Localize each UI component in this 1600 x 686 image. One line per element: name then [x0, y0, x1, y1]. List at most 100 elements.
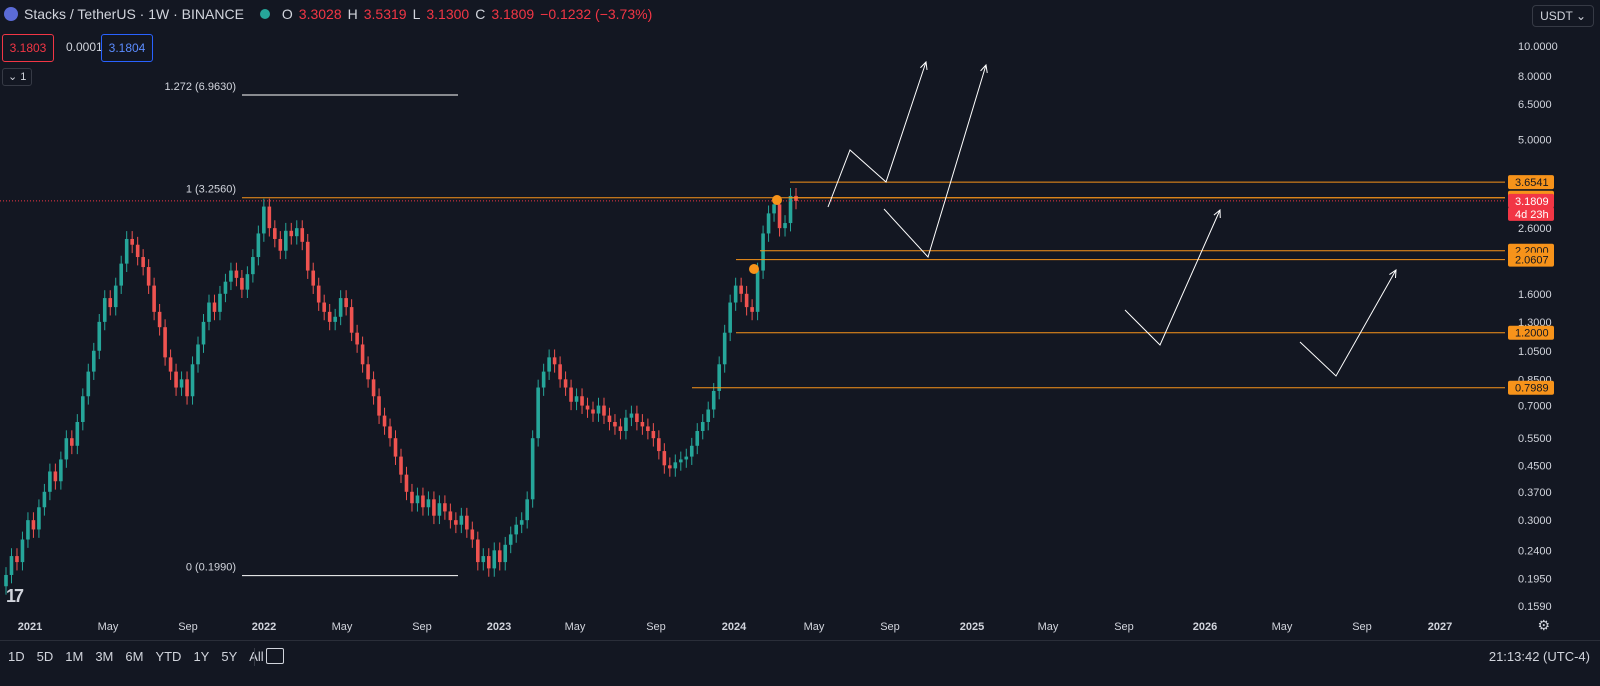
candle-body [393, 438, 398, 457]
x-tick-label: May [565, 621, 586, 633]
indicators-collapse-button[interactable]: ⌄ 1 [2, 68, 33, 86]
y-tick-label: 2.6000 [1518, 223, 1552, 235]
candle-body [470, 529, 475, 540]
x-tick-label: May [1272, 621, 1293, 633]
high-label: H [347, 6, 358, 22]
candle-body [739, 285, 743, 294]
candle-body [388, 426, 392, 439]
arrow-head [980, 63, 988, 73]
candle-body [59, 459, 63, 482]
buy-button[interactable]: 3.1804 [101, 34, 153, 62]
clock[interactable]: 21:13:42 (UTC-4) [1488, 649, 1590, 664]
timeframe-6m[interactable]: 6M [125, 649, 144, 664]
event-marker [749, 264, 759, 274]
timeframe-all[interactable]: All [249, 649, 264, 664]
calendar-icon[interactable] [266, 648, 284, 664]
tradingview-logo: 17 [6, 586, 24, 606]
candle-body [152, 285, 156, 312]
candle-body [563, 379, 568, 388]
candle-body [163, 327, 167, 358]
candle-body [788, 195, 793, 224]
candle-body [9, 556, 14, 575]
candle-body [37, 507, 41, 530]
candle-body [102, 298, 107, 322]
candle-body [119, 263, 124, 286]
settings-gear-icon[interactable]: ⚙ [1537, 617, 1550, 633]
candle-body [135, 244, 140, 258]
y-tick-label: 0.1590 [1518, 601, 1552, 613]
candle-body [673, 462, 678, 469]
x-tick-label: 2025 [960, 621, 984, 633]
candle-body [234, 270, 239, 278]
candle-body [311, 270, 316, 286]
candle-body [585, 405, 590, 410]
price-label-box [1508, 380, 1554, 395]
chart-legend: Stacks / TetherUS · 1W · BINANCE O 3.3028… [4, 6, 652, 22]
close-value: 3.1809 [491, 6, 535, 22]
price-label: 3.1809 [1515, 196, 1549, 208]
timeframe-5d[interactable]: 5D [36, 649, 54, 664]
candle-body [196, 344, 200, 365]
indicator-count: 1 [20, 71, 27, 83]
candle-body [20, 539, 25, 563]
candle-body [629, 413, 634, 418]
candle-body [662, 451, 667, 466]
candle-body [377, 396, 381, 416]
open-label: O [281, 6, 293, 22]
timeframe-3m[interactable]: 3M [95, 649, 114, 664]
candle-body [476, 539, 480, 563]
y-tick-label: 8.0000 [1518, 71, 1552, 83]
timeframe-1m[interactable]: 1M [65, 649, 84, 664]
candle-body [569, 387, 573, 402]
x-tick-label: Sep [880, 621, 900, 633]
candle-body [262, 206, 266, 234]
candle-body [278, 238, 283, 251]
candle-body [322, 302, 326, 312]
candle-body [415, 495, 420, 504]
candle-body [97, 321, 102, 351]
candle-body [492, 550, 497, 569]
timeframe-5y[interactable]: 5Y [221, 649, 238, 664]
candle-body [15, 556, 19, 563]
price-label-box [1508, 206, 1554, 221]
candle-body [530, 438, 535, 500]
symbol-title[interactable]: Stacks / TetherUS · 1W · BINANCE [24, 6, 244, 22]
candle-body [190, 364, 195, 397]
candle-body [547, 357, 551, 372]
candle-body [410, 491, 414, 504]
timeframe-1d[interactable]: 1D [8, 649, 25, 664]
sell-button[interactable]: 3.1803 [2, 34, 54, 62]
candle-body [744, 293, 749, 308]
x-tick-label: 2027 [1428, 621, 1452, 633]
candle-body [695, 431, 700, 446]
candle-body [289, 230, 294, 237]
projection-arrow [1299, 269, 1397, 377]
spread-value: 0.0001 [66, 40, 103, 54]
timeframe-ytd[interactable]: YTD [155, 649, 182, 664]
candle-body [273, 228, 277, 239]
candle-body [448, 511, 453, 521]
change-value: −0.1232 (−3.73%) [540, 6, 653, 22]
candle-body [508, 534, 513, 545]
candle-body [355, 332, 359, 345]
fib-level-label: 1 (3.2560) [186, 184, 236, 196]
currency-selector[interactable]: USDT ⌄ [1532, 5, 1594, 27]
candle-body [711, 390, 716, 410]
candle-body [223, 281, 228, 294]
candle-body [344, 298, 348, 308]
price-label: 0.7989 [1515, 383, 1549, 395]
candle-body [783, 223, 787, 229]
x-tick-label: 2026 [1193, 621, 1217, 633]
fib-level-label: 1.272 (6.9630) [164, 81, 236, 93]
x-tick-label: 2024 [722, 621, 747, 633]
market-status-icon [259, 9, 270, 19]
candle-body [761, 233, 765, 271]
timeframe-1y[interactable]: 1Y [193, 649, 210, 664]
candle-body [294, 228, 299, 237]
candle-body [157, 311, 162, 328]
candle-body [229, 270, 233, 282]
candle-body [624, 417, 628, 432]
y-tick-label: 0.3000 [1518, 515, 1552, 527]
candle-body [146, 267, 151, 286]
